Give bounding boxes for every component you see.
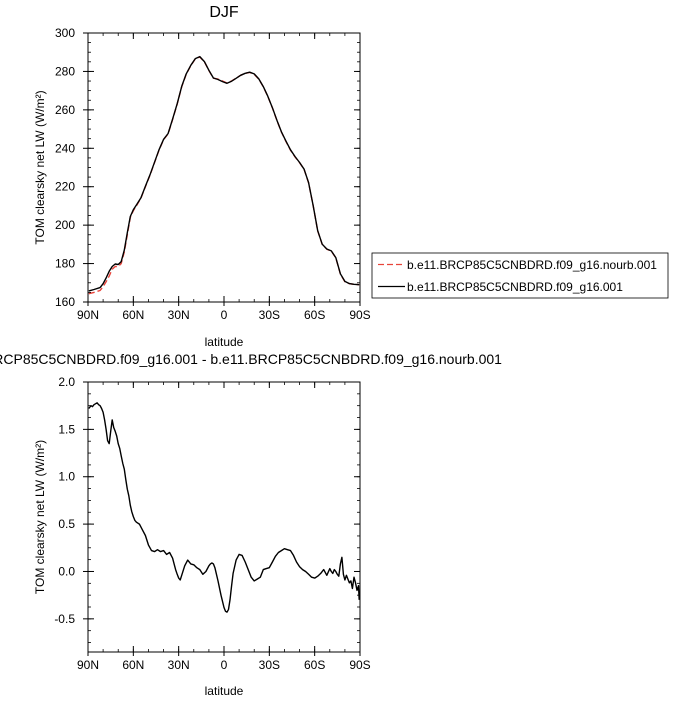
top-y-tick-label: 280 [55, 64, 75, 78]
bottom-x-tick-label: 30S [259, 658, 280, 672]
top-x-tick-label: 90N [77, 308, 99, 322]
bottom-x-tick-label: 60S [304, 658, 325, 672]
bottom-y-axis-label: TOM clearsky net LW (W/m²) [33, 440, 47, 594]
legend-label-control: b.e11.BRCP85C5CNBDRD.f09_g16.001 [407, 280, 623, 294]
top-panel: DJF 90N 60N 30N 0 30S 60S 90S 160 180 200 220 240 26… [33, 4, 669, 349]
bottom-x-tick-label: 30N [168, 658, 190, 672]
top-y-tick-label: 220 [55, 180, 75, 194]
bottom-x-tick-label: 90N [77, 658, 99, 672]
top-x-tick-label: 30S [259, 308, 280, 322]
top-y-tick-label: 180 [55, 257, 75, 271]
bottom-y-tick-label: 1.5 [58, 422, 75, 436]
legend-box [371, 252, 669, 299]
top-y-tick-label: 260 [55, 103, 75, 117]
top-x-tick-label: 30N [168, 308, 190, 322]
bottom-chart-title: b.e11.BRCP85C5CNBDRD.f09_g16.001 - b.e11… [0, 351, 502, 367]
bottom-panel: b.e11.BRCP85C5CNBDRD.f09_g16.001 - b.e11… [0, 351, 502, 698]
top-series-line-0 [88, 56, 360, 295]
bottom-plot-frame [87, 381, 361, 653]
top-plot-frame [87, 32, 361, 303]
bottom-series-line-0 [88, 402, 360, 613]
top-y-tick-label: 200 [55, 218, 75, 232]
bottom-x-axis-label: latitude [205, 684, 244, 698]
top-y-tick-label: 240 [55, 141, 75, 155]
top-series-line-1 [88, 55, 360, 292]
top-x-tick-label: 0 [221, 308, 228, 322]
bottom-y-tick-label: 0.0 [58, 564, 75, 578]
top-y-tick-label: 300 [55, 26, 75, 40]
bottom-y-tick-label: 0.5 [58, 517, 75, 531]
top-x-axis-label: latitude [205, 335, 244, 349]
bottom-x-tick-label: 60N [122, 658, 144, 672]
top-x-tick-label: 60S [304, 308, 325, 322]
top-chart-title: DJF [209, 4, 239, 21]
top-y-tick-label: 160 [55, 295, 75, 309]
bottom-y-tick-label: -0.5 [54, 612, 75, 626]
top-y-axis-label: TOM clearsky net LW (W/m²) [33, 90, 47, 244]
legend: b.e11.BRCP85C5CNBDRD.f09_g16.nourb.001 b… [371, 252, 669, 299]
legend-label-nourb: b.e11.BRCP85C5CNBDRD.f09_g16.nourb.001 [407, 258, 657, 272]
top-x-tick-label: 60N [122, 308, 144, 322]
bottom-x-tick-label: 90S [349, 658, 370, 672]
bottom-y-tick-label: 1.0 [58, 470, 75, 484]
bottom-y-tick-label: 2.0 [58, 375, 75, 389]
top-x-tick-label: 90S [349, 308, 370, 322]
bottom-x-tick-label: 0 [221, 658, 228, 672]
